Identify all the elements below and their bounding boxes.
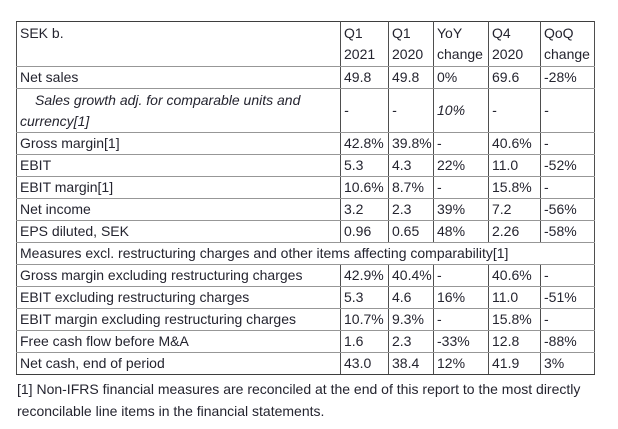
value-cell: 16% xyxy=(433,286,489,309)
value-cell: 2.26 xyxy=(488,220,541,243)
value-cell: 42.9% xyxy=(340,264,389,287)
value-cell: 4.3 xyxy=(388,154,434,177)
value-cell: - xyxy=(340,88,389,133)
data-row: Sales growth adj. for comparable units a… xyxy=(16,88,595,133)
value-cell: -58% xyxy=(540,220,595,243)
value-cell: 39.8% xyxy=(388,132,434,155)
value-cell: 49.8 xyxy=(388,66,434,89)
value-cell: 3% xyxy=(540,352,595,375)
section-row: Measures excl. restructuring charges and… xyxy=(16,242,595,265)
corner-header-sek-b: SEK b. xyxy=(16,21,341,67)
value-cell: -56% xyxy=(540,198,595,221)
data-row: Free cash flow before M&A 1.6 2.3 -33% 12.8-… xyxy=(16,330,595,353)
value-cell: 7.2 xyxy=(488,198,541,221)
value-cell: 3.2 xyxy=(340,198,389,221)
row-label: EBIT margin[1] xyxy=(16,176,341,199)
row-label: Net sales xyxy=(16,66,341,89)
value-cell: 11.0 xyxy=(488,154,541,177)
column-header-q4-2020: Q4 2020 xyxy=(488,21,541,67)
value-cell: -33% xyxy=(433,330,489,353)
row-label: Gross margin[1] xyxy=(16,132,341,155)
value-cell: - xyxy=(433,132,489,155)
value-cell: 2.3 xyxy=(388,198,434,221)
value-cell: -52% xyxy=(540,154,595,177)
row-label: EBIT margin excluding restructuring char… xyxy=(16,308,341,331)
value-cell: 49.8 xyxy=(340,66,389,89)
value-cell: 5.3 xyxy=(340,154,389,177)
value-cell: 42.8% xyxy=(340,132,389,155)
value-cell: 38.4 xyxy=(388,352,434,375)
section-label: Measures excl. restructuring charges and… xyxy=(16,242,595,265)
data-row: EBIT margin excluding restructuring char… xyxy=(16,308,595,331)
data-row: EPS diluted, SEK 0.96 0.65 48% 2.26 -58% xyxy=(16,220,595,243)
value-cell: - xyxy=(540,88,595,133)
column-header-qoq-change: QoQ change xyxy=(540,21,595,67)
footnote: [1] Non-IFRS financial measures are reco… xyxy=(17,381,581,419)
value-cell: 8.7% xyxy=(388,176,434,199)
value-cell: 39% xyxy=(433,198,489,221)
value-cell: 0.96 xyxy=(340,220,389,243)
row-label: Gross margin excluding restructuring cha… xyxy=(16,264,341,287)
value-cell: - xyxy=(388,88,434,133)
value-cell: 4.6 xyxy=(388,286,434,309)
table-body: Net sales 49.8 49.8 0% 69.6 -28% Sales growth … xyxy=(16,66,595,375)
data-row: Net income 3.2 2.3 39% 7.2 -56% xyxy=(16,198,595,221)
value-cell: 9.3% xyxy=(388,308,434,331)
value-cell: 40.6% xyxy=(488,132,541,155)
value-cell: 5.3 xyxy=(340,286,389,309)
data-row: Gross margin excluding restructuring cha… xyxy=(16,264,595,287)
row-label: EBIT xyxy=(16,154,341,177)
row-label: Net income xyxy=(16,198,341,221)
column-header-q1-2020: Q1 2020 xyxy=(388,21,434,67)
header-row: SEK b. Q1 2021 Q1 2020 YoY change Q4 202… xyxy=(16,21,595,67)
data-row: EBIT margin[1] 10.6% 8.7% -15.8% - xyxy=(16,176,595,199)
value-cell: 1.6 xyxy=(340,330,389,353)
value-cell: 22% xyxy=(433,154,489,177)
financial-summary-table: SEK b. Q1 2021 Q1 2020 YoY change Q4 202… xyxy=(16,21,595,375)
value-cell: -28% xyxy=(540,66,595,89)
value-cell: - xyxy=(488,88,541,133)
value-cell: - xyxy=(540,132,595,155)
data-row: Net sales 49.8 49.8 0% 69.6 -28% xyxy=(16,66,595,89)
row-label: Sales growth adj. for comparable units a… xyxy=(16,88,341,133)
value-cell: 10.6% xyxy=(340,176,389,199)
value-cell: 15.8% xyxy=(488,176,541,199)
value-cell: 41.9 xyxy=(488,352,541,375)
value-cell: 2.3 xyxy=(388,330,434,353)
value-cell: - xyxy=(540,264,595,287)
value-cell: - xyxy=(540,308,595,331)
column-header-q1-2021: Q1 2021 xyxy=(340,21,389,67)
row-label: EBIT excluding restructuring charges xyxy=(16,286,341,309)
value-cell: - xyxy=(433,176,489,199)
column-header-yoy-change: YoY change xyxy=(433,21,489,67)
value-cell: 12.8 xyxy=(488,330,541,353)
value-cell: 0.65 xyxy=(388,220,434,243)
data-row: Gross margin[1] 42.8% 39.8% -40.6% - xyxy=(16,132,595,155)
data-row: EBIT excluding restructuring charges 5.3 4… xyxy=(16,286,595,309)
row-label: Free cash flow before M&A xyxy=(16,330,341,353)
row-label: Net cash, end of period xyxy=(16,352,341,375)
value-cell: - xyxy=(540,176,595,199)
value-cell: 10% xyxy=(433,88,489,133)
value-cell: 12% xyxy=(433,352,489,375)
value-cell: -88% xyxy=(540,330,595,353)
value-cell: 11.0 xyxy=(488,286,541,309)
data-row: Net cash, end of period 43.0 38.4 12% 41.9 3% xyxy=(16,352,595,375)
row-label: EPS diluted, SEK xyxy=(16,220,341,243)
value-cell: 43.0 xyxy=(340,352,389,375)
value-cell: 40.4% xyxy=(388,264,434,287)
value-cell: 0% xyxy=(433,66,489,89)
value-cell: 69.6 xyxy=(488,66,541,89)
value-cell: - xyxy=(433,308,489,331)
value-cell: 48% xyxy=(433,220,489,243)
value-cell: 10.7% xyxy=(340,308,389,331)
value-cell: 40.6% xyxy=(488,264,541,287)
value-cell: 15.8% xyxy=(488,308,541,331)
value-cell: - xyxy=(433,264,489,287)
value-cell: -51% xyxy=(540,286,595,309)
data-row: EBIT 5.3 4.3 22% 11.0 -52% xyxy=(16,154,595,177)
